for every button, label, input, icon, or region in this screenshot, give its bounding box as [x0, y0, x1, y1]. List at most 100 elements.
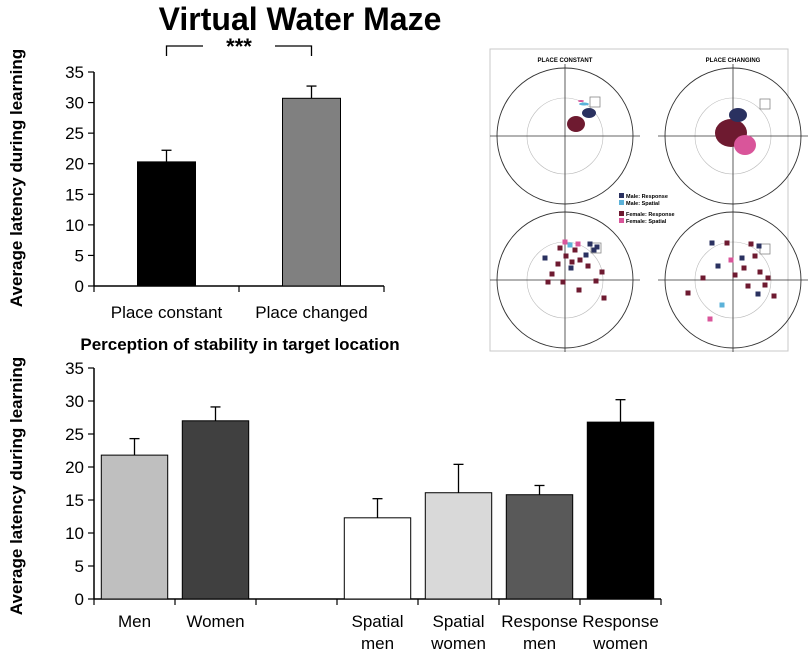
bottom-bar-chart: Perception of stability in target locati… [7, 335, 662, 653]
chart1-bar-3 [343, 517, 412, 600]
inset-trial-marker [700, 275, 706, 281]
inset-trial-marker [594, 244, 600, 250]
legend-label-female-response: Female: Response [626, 212, 675, 218]
chart1-y-tick-label: 15 [65, 491, 84, 510]
chart1-y-tick-label: 25 [65, 425, 84, 444]
chart1-category-label-3: men [361, 634, 394, 653]
chart0-y-tick-label: 5 [75, 246, 84, 265]
legend-swatch-male-spatial [619, 200, 624, 205]
chart1-category-label-0: Men [118, 612, 151, 631]
inset-platform-marker-1 [759, 98, 771, 110]
inset-ellipse-female-spatial [578, 100, 584, 102]
chart0-y-tick-label: 25 [65, 124, 84, 143]
inset-platform-marker-0 [589, 96, 601, 108]
chart1-bar-4 [424, 492, 493, 600]
legend-label-female-spatial: Female: Spatial [626, 219, 667, 225]
inset-trial-marker [583, 252, 589, 258]
inset-ellipse-male-response [729, 108, 747, 122]
chart0-category-label-0: Place constant [111, 303, 223, 322]
inset-trial-marker [549, 271, 555, 277]
inset-trial-marker [555, 261, 561, 267]
inset-trial-marker [591, 247, 597, 253]
legend-swatch-male-response [619, 193, 624, 198]
chart0-y-tick-label: 35 [65, 63, 84, 82]
inset-trial-marker [567, 242, 573, 248]
chart0-y-tick-label: 30 [65, 94, 84, 113]
inset-trial-marker [587, 241, 593, 247]
legend-label-male-spatial: Male: Spatial [626, 201, 660, 207]
inset-trial-marker [728, 257, 734, 263]
figure-title: Virtual Water Maze [159, 1, 442, 37]
inset-ellipse-female-response [567, 116, 585, 132]
inset-ellipse-female-spatial [734, 135, 756, 155]
inset-trial-marker [599, 269, 605, 275]
chart1-category-label-3: Spatial [352, 612, 404, 631]
inset-trial-marker [601, 295, 607, 301]
inset-platform-marker-3 [759, 243, 771, 255]
inset-trial-marker [748, 241, 754, 247]
inset-trial-marker [756, 243, 762, 249]
inset-trial-marker [569, 259, 575, 265]
chart0-bar-0 [137, 161, 196, 287]
inset-trial-marker [685, 290, 691, 296]
inset-trial-marker [575, 241, 581, 247]
chart1-y-tick-label: 5 [75, 557, 84, 576]
inset-ellipse-male-response [582, 108, 596, 118]
chart1-category-label-4: women [430, 634, 486, 653]
inset-trial-marker [741, 265, 747, 271]
chart0-y-tick-label: 20 [65, 155, 84, 174]
inset-trial-marker [771, 293, 777, 299]
chart1-category-label-5: Response [501, 612, 578, 631]
inset-trial-marker [562, 239, 568, 245]
inset-trial-marker [585, 263, 591, 269]
bottom-chart-y-axis-label: Average latency during learning [7, 357, 26, 615]
inset-trial-marker [707, 316, 713, 322]
chart1-y-tick-label: 20 [65, 458, 84, 477]
inset-trial-marker [765, 275, 771, 281]
inset-trial-marker [557, 245, 563, 251]
inset-trial-marker [545, 279, 551, 285]
chart0-y-tick-label: 0 [75, 277, 84, 296]
inset-trial-marker [709, 240, 715, 246]
legend-swatch-female-spatial [619, 218, 624, 223]
chart1-bar-0 [100, 454, 169, 600]
chart1-y-tick-label: 0 [75, 590, 84, 609]
inset-trial-marker [593, 278, 599, 284]
chart0-bar-1 [282, 97, 341, 287]
inset-trial-marker [560, 279, 566, 285]
chart1-y-tick-label: 10 [65, 524, 84, 543]
inset-trial-marker [732, 272, 738, 278]
inset-trial-marker [572, 247, 578, 253]
chart1-bar-6 [586, 421, 655, 600]
inset-trial-marker [563, 253, 569, 259]
inset-trial-marker [739, 255, 745, 261]
chart1-y-tick-label: 30 [65, 392, 84, 411]
inset-trial-marker [724, 240, 730, 246]
top-bar-chart: Average latency during learning 0 5 10 15 20… [7, 34, 385, 322]
inset-trial-marker [752, 253, 758, 259]
inset-trial-marker [576, 287, 582, 293]
spatial-distribution-inset: PLACE CONSTANT PLACE CHANGING Male: Resp… [489, 48, 808, 352]
inset-trial-marker [745, 283, 751, 289]
inset-trial-marker [568, 265, 574, 271]
chart1-category-label-6: women [592, 634, 648, 653]
inset-trial-marker [755, 291, 761, 297]
chart1-category-label-5: men [523, 634, 556, 653]
inset-legend: Male: Response Male: Spatial Female: Res… [619, 193, 675, 225]
chart0-y-tick-label: 15 [65, 185, 84, 204]
inset-trial-marker [715, 263, 721, 269]
significance-bracket [165, 45, 313, 56]
inset-trial-marker [577, 257, 583, 263]
inset-trial-marker [762, 282, 768, 288]
chart1-bar-1 [181, 420, 250, 600]
chart1-category-label-1: Women [186, 612, 244, 631]
inset-frame [489, 48, 789, 352]
chart1-category-label-6: Response [582, 612, 659, 631]
inset-ellipse-male-spatial [579, 102, 589, 106]
inset-trial-marker [757, 269, 763, 275]
chart1-bar-5 [505, 494, 574, 600]
legend-swatch-female-response [619, 211, 624, 216]
top-chart-y-axis-label: Average latency during learning [7, 49, 26, 307]
chart1-category-label-4: Spatial [433, 612, 485, 631]
